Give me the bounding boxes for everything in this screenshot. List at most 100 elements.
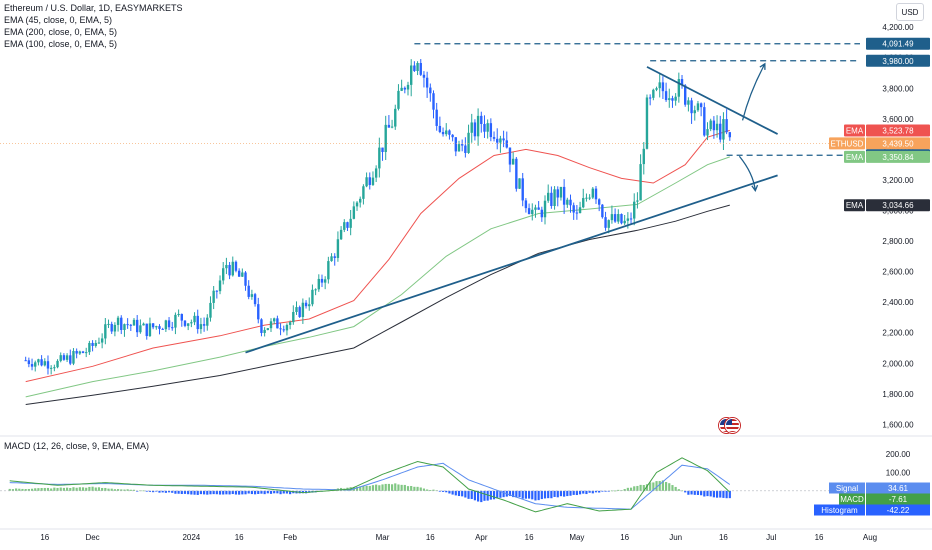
histogram-bar: [712, 490, 715, 498]
axis-tag-label: EMA: [846, 201, 864, 210]
axis-price-label: 3,034.66: [882, 201, 914, 210]
time-tick-label: 16: [620, 533, 629, 542]
histogram-bar: [209, 490, 212, 495]
histogram-bar: [174, 490, 177, 494]
candle-body: [633, 201, 636, 219]
candle-body: [257, 304, 260, 320]
ema45-legend[interactable]: EMA (45, close, 0, EMA, 5): [4, 15, 113, 25]
histogram-bar: [563, 490, 566, 497]
histogram-bar: [24, 489, 27, 491]
candle-body: [81, 351, 85, 353]
candle-body: [464, 145, 467, 153]
candle-body: [116, 317, 120, 325]
candle-body: [365, 177, 368, 187]
histogram-bar: [591, 490, 594, 494]
histogram-bar: [368, 485, 371, 491]
candle-body: [104, 324, 107, 339]
histogram-bar: [489, 490, 492, 500]
histogram-bar: [448, 490, 451, 494]
candle-body: [132, 319, 136, 326]
macd-legend[interactable]: MACD (12, 26, close, 9, EMA, EMA): [4, 441, 150, 451]
histogram-bar: [37, 488, 40, 491]
time-tick-label: Mar: [376, 533, 390, 542]
histogram-bar: [445, 490, 448, 493]
candle-body: [69, 355, 72, 364]
histogram-bar: [709, 490, 712, 497]
candle-body: [371, 177, 375, 185]
histogram-bar: [467, 490, 470, 499]
histogram-bar: [62, 487, 66, 491]
candle-body: [648, 97, 652, 99]
candle-body: [566, 199, 569, 205]
histogram-bar: [18, 488, 21, 491]
axis-tag-box: [844, 150, 865, 163]
candle-body: [56, 360, 59, 368]
histogram-bar: [601, 490, 604, 492]
candle-body: [193, 315, 196, 323]
histogram-bar: [212, 490, 215, 495]
histogram-bar: [101, 487, 104, 491]
macd-value-box: [866, 493, 930, 505]
axis-tag-label: ETHUSD: [831, 139, 864, 148]
histogram-bar: [585, 490, 588, 495]
histogram-bar: [94, 487, 97, 491]
histogram-bar: [148, 490, 152, 492]
histogram-bar: [636, 485, 639, 491]
histogram-bar: [116, 489, 120, 491]
events-flags[interactable]: [719, 418, 740, 433]
candle-body: [445, 130, 448, 135]
histogram-bar: [253, 490, 257, 495]
histogram-bar: [626, 487, 629, 491]
histogram-bar: [34, 488, 37, 491]
candle-body: [438, 125, 442, 133]
candle-body: [384, 124, 387, 153]
macd-tag-box: [829, 482, 865, 494]
candle-body: [425, 77, 429, 88]
axis-tag-box: [844, 199, 865, 212]
candle-body: [183, 320, 187, 326]
histogram-bar: [464, 490, 467, 498]
trendline: [646, 66, 779, 135]
candle-body: [199, 324, 203, 330]
candle-body: [441, 132, 445, 135]
histogram-bar: [59, 487, 62, 491]
candle-body: [260, 319, 263, 333]
candle-body: [43, 361, 46, 366]
histogram-bar: [78, 487, 81, 491]
candle-body: [594, 188, 598, 200]
histogram-bar: [521, 490, 524, 499]
histogram-bar: [384, 483, 387, 491]
candle-body: [534, 207, 537, 210]
histogram-bar: [155, 490, 158, 492]
histogram-bar: [279, 490, 282, 495]
histogram-bar: [550, 490, 553, 499]
candle-body: [722, 119, 725, 140]
price-tick-label: 2,600.00: [882, 268, 914, 277]
macd-tag-box: [839, 493, 865, 505]
ema200-legend[interactable]: EMA (200, close, 0, EMA, 5): [4, 27, 118, 37]
candle-body: [709, 120, 712, 130]
histogram-bar: [123, 489, 126, 491]
candle-body: [629, 218, 633, 220]
histogram-bar: [403, 484, 406, 491]
candle-body: [537, 207, 540, 210]
ema100-legend[interactable]: EMA (100, close, 0, EMA, 5): [4, 39, 118, 49]
histogram-bar: [642, 485, 645, 491]
candle-body: [333, 256, 336, 258]
candle-body: [687, 100, 690, 105]
candle-body: [46, 361, 50, 369]
axis-price-box: [866, 124, 930, 137]
candle-body: [553, 189, 556, 206]
histogram-bar: [508, 490, 512, 497]
time-tick-label: 2024: [182, 533, 200, 542]
histogram-bar: [693, 490, 696, 495]
candle-body: [671, 98, 674, 101]
histogram-bar: [190, 490, 193, 495]
macd-value-label: 34.61: [888, 484, 909, 493]
currency-button[interactable]: USD: [896, 3, 924, 21]
candle-body: [429, 87, 432, 94]
candle-body: [597, 199, 601, 205]
candle-body: [728, 132, 732, 138]
candle-body: [416, 63, 419, 72]
